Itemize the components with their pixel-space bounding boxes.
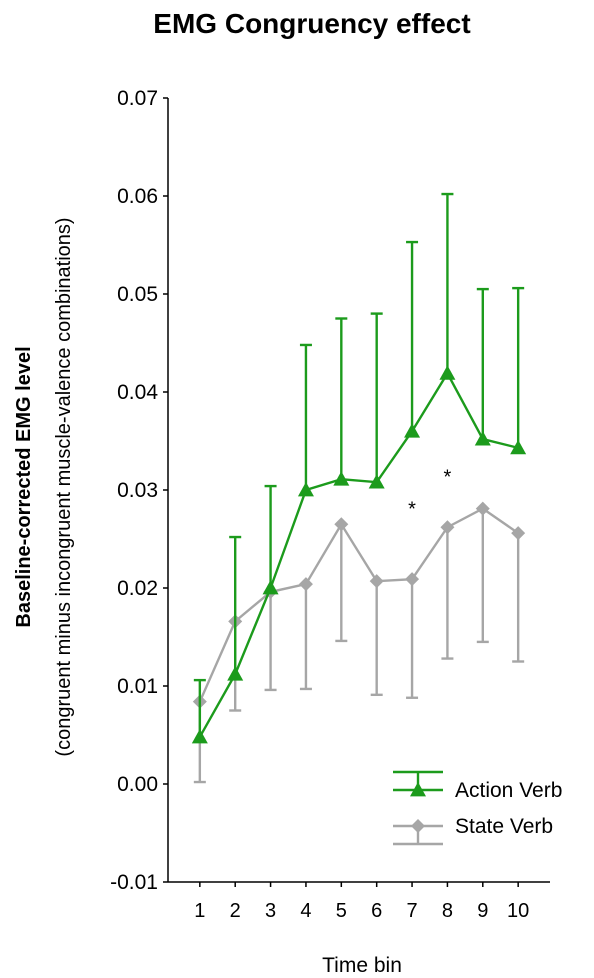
data-point [298, 577, 313, 592]
x-ticks: 1 2 3 4 5 6 7 8 9 10 [194, 882, 529, 922]
series-layer [191, 192, 527, 784]
data-point [191, 728, 208, 744]
legend-item-action-verb: Action Verb [393, 770, 562, 802]
legend-label: Action Verb [455, 779, 562, 802]
legend-label: State Verb [455, 815, 553, 838]
y-axis-label: Baseline-corrected EMG level [13, 346, 35, 627]
series-state-verb [192, 501, 526, 784]
y-tick-label: 0.04 [117, 381, 158, 404]
legend-item-state-verb: State Verb [393, 815, 553, 846]
y-tick-label: 0.02 [117, 577, 158, 600]
data-point [405, 572, 420, 587]
data-point [333, 471, 350, 486]
data-point [475, 501, 490, 516]
annotations: ** [408, 466, 451, 520]
y-tick-label: 0.07 [117, 87, 158, 110]
chart-title: EMG Congruency effect [153, 8, 470, 39]
y-tick-label: -0.01 [110, 871, 158, 894]
y-tick-label: 0.06 [117, 185, 158, 208]
y-tick-label: 0.05 [117, 283, 158, 306]
y-tick-label: 0.03 [117, 479, 158, 502]
data-point [511, 526, 526, 541]
legend-marker [410, 782, 426, 797]
data-point [334, 517, 349, 532]
series-line [198, 370, 519, 738]
significance-marker: * [444, 466, 452, 488]
x-tick-label: 6 [371, 900, 382, 922]
y-axis-title: Baseline-corrected EMG level [13, 346, 35, 627]
significance-marker: * [408, 499, 416, 521]
x-axis-title: Time bin [322, 954, 402, 977]
x-tick-label: 3 [265, 900, 276, 922]
x-tick-label: 5 [336, 900, 347, 922]
x-tick-label: 10 [507, 900, 529, 922]
data-point [404, 423, 421, 438]
axes [167, 98, 550, 883]
x-tick-label: 2 [230, 900, 241, 922]
data-point [440, 520, 455, 535]
data-point [439, 365, 456, 380]
x-tick-label: 1 [194, 900, 205, 922]
data-point [297, 482, 314, 497]
legend-marker [411, 819, 425, 833]
x-tick-label: 4 [300, 900, 311, 922]
x-tick-label: 8 [442, 900, 453, 922]
data-point [369, 574, 384, 589]
y-tick-label: 0.00 [117, 773, 158, 796]
legend: Action Verb State Verb [393, 770, 562, 846]
data-point [510, 439, 527, 455]
y-ticks: -0.01 0.00 0.01 0.02 0.03 0.04 0.05 0.06 0.07 [110, 87, 168, 894]
data-point [227, 666, 244, 681]
y-axis-sublabel: (congruent minus incongruent muscle-vale… [53, 217, 75, 756]
y-axis-subtitle: (congruent minus incongruent muscle-vale… [53, 217, 75, 756]
series-action-verb [191, 192, 527, 744]
series-line [198, 507, 519, 703]
data-point [368, 474, 385, 489]
y-tick-label: 0.01 [117, 675, 158, 698]
data-point [474, 431, 491, 446]
x-tick-label: 7 [406, 900, 417, 922]
x-tick-label: 9 [477, 900, 488, 922]
data-point [262, 580, 279, 595]
